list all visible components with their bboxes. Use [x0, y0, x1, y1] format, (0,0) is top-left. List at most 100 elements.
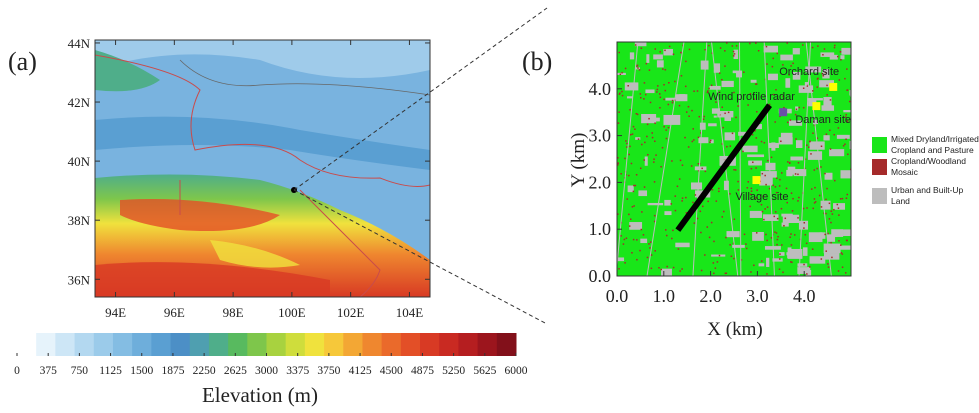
woodland-pixel — [721, 78, 723, 81]
road — [646, 42, 685, 276]
woodland-pixel — [775, 232, 778, 234]
woodland-pixel — [803, 227, 805, 229]
woodland-pixel — [790, 233, 792, 235]
woodland-pixel — [710, 84, 713, 87]
woodland-pixel — [727, 111, 730, 114]
urban-patch — [732, 244, 745, 248]
woodland-pixel — [721, 106, 723, 109]
y-tick-label: 42N — [68, 95, 91, 110]
woodland-pixel — [797, 162, 800, 164]
woodland-pixel — [766, 239, 768, 242]
urban-patch — [640, 238, 648, 244]
woodland-pixel — [844, 143, 846, 146]
woodland-pixel — [619, 92, 621, 94]
woodland-pixel — [632, 238, 635, 241]
site-marker — [752, 176, 761, 185]
colorbar-swatch — [381, 333, 402, 356]
woodland-pixel — [674, 195, 677, 197]
urban-patch — [748, 160, 762, 166]
urban-patch — [742, 145, 758, 153]
woodland-pixel — [755, 137, 758, 139]
woodland-pixel — [643, 82, 646, 84]
colorbar-tick-label: 1500 — [130, 365, 153, 377]
urban-patch — [790, 156, 804, 161]
woodland-pixel — [691, 140, 694, 143]
woodland-pixel — [845, 138, 847, 141]
woodland-pixel — [776, 52, 779, 55]
legend-label: Land — [891, 196, 910, 206]
site-label: Wind profile radar — [708, 91, 795, 103]
road — [805, 42, 832, 276]
woodland-pixel — [617, 164, 619, 166]
urban-patch — [820, 52, 835, 57]
woodland-pixel — [824, 71, 827, 74]
woodland-pixel — [782, 64, 784, 66]
woodland-pixel — [772, 93, 775, 96]
woodland-pixel — [693, 90, 695, 92]
urban-patch — [733, 49, 739, 60]
urban-patch — [797, 267, 811, 274]
woodland-pixel — [749, 193, 752, 196]
x-tick-label: 0.0 — [606, 286, 629, 306]
woodland-pixel — [702, 118, 705, 120]
urban-patch — [721, 80, 734, 88]
urban-patch — [793, 169, 807, 177]
woodland-pixel — [721, 216, 724, 218]
woodland-pixel — [750, 167, 753, 170]
urban-patch — [767, 73, 778, 81]
woodland-pixel — [706, 226, 709, 228]
woodland-pixel — [653, 181, 656, 183]
urban-patch — [787, 254, 803, 258]
woodland-pixel — [834, 179, 836, 182]
urban-patch — [812, 119, 819, 125]
urban-patch — [656, 60, 664, 68]
colorbar-swatch — [343, 333, 363, 356]
woodland-pixel — [803, 263, 805, 266]
woodland-pixel — [774, 121, 776, 123]
woodland-pixel — [706, 91, 709, 94]
woodland-pixel — [713, 240, 715, 243]
woodland-pixel — [653, 161, 655, 163]
woodland-pixel — [753, 264, 755, 267]
woodland-pixel — [774, 186, 777, 188]
colorbar-swatch — [420, 333, 440, 356]
colorbar-tick-label: 0 — [14, 365, 20, 377]
x-tick-label: 4.0 — [793, 286, 816, 306]
colorbar-swatch — [439, 333, 459, 356]
woodland-pixel — [846, 193, 849, 196]
woodland-pixel — [638, 69, 641, 71]
woodland-pixel — [781, 172, 783, 174]
woodland-pixel — [650, 267, 653, 270]
road — [692, 42, 708, 276]
colorbar-tick-label: 3000 — [255, 365, 278, 377]
woodland-pixel — [690, 165, 693, 167]
woodland-pixel — [688, 48, 691, 51]
colorbar-tick-label: 2250 — [193, 365, 216, 377]
woodland-pixel — [713, 272, 715, 275]
woodland-pixel — [671, 160, 673, 162]
woodland-pixel — [809, 266, 811, 268]
woodland-pixel — [841, 266, 844, 268]
woodland-pixel — [810, 153, 812, 155]
woodland-pixel — [687, 146, 690, 148]
woodland-pixel — [820, 166, 822, 168]
woodland-pixel — [779, 115, 781, 118]
woodland-pixel — [806, 144, 808, 146]
woodland-pixel — [797, 173, 799, 176]
woodland-pixel — [837, 270, 840, 272]
colorbar-swatch — [458, 333, 479, 356]
urban-patch — [752, 231, 764, 241]
woodland-pixel — [624, 157, 626, 160]
woodland-pixel — [694, 194, 697, 196]
woodland-pixel — [842, 145, 845, 147]
woodland-pixel — [676, 185, 679, 188]
colorbar-swatch — [324, 333, 344, 356]
y-tick-label: 44N — [68, 36, 91, 51]
woodland-pixel — [636, 258, 638, 261]
road — [738, 42, 742, 276]
woodland-pixel — [684, 85, 687, 88]
woodland-pixel — [822, 75, 825, 77]
woodland-pixel — [754, 130, 756, 132]
legend-swatch — [872, 159, 887, 175]
woodland-pixel — [668, 82, 670, 84]
